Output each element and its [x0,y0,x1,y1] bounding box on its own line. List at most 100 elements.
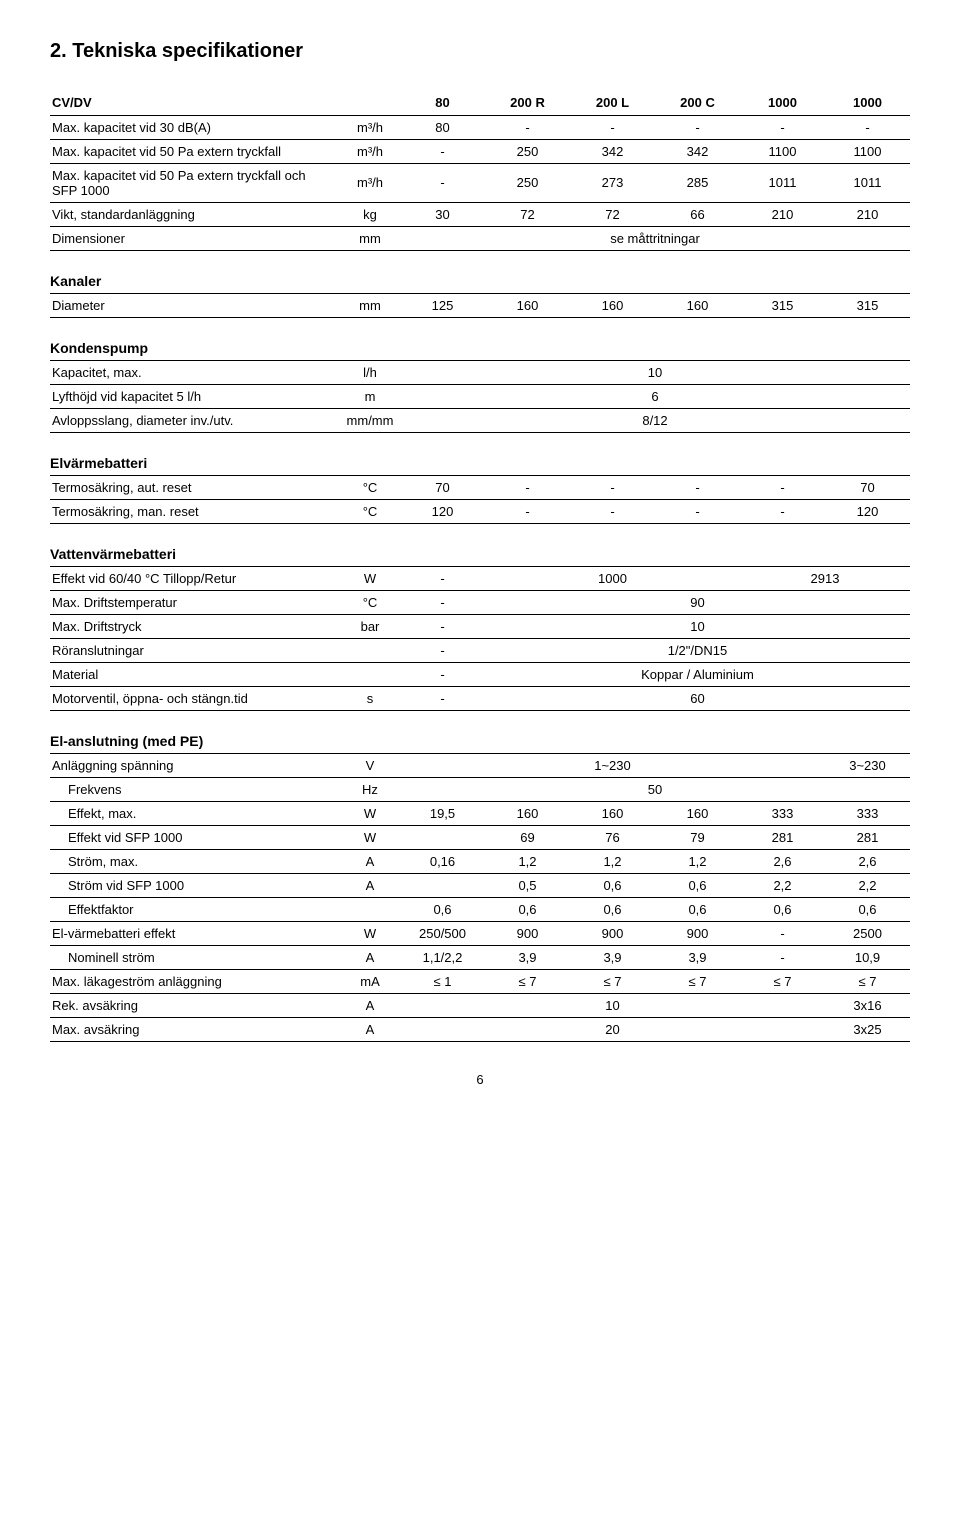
table-row: Max. avsäkringA203x25 [50,1017,910,1041]
table-row: Lyfthöjd vid kapacitet 5 l/hm6 [50,384,910,408]
row-value: 90 [485,590,910,614]
table-row: Ström, max.A0,161,21,21,22,62,6 [50,849,910,873]
row-unit [340,638,400,662]
section-elvarme: Elvärmebatteri [50,455,910,471]
table-row: Effektfaktor0,60,60,60,60,60,6 [50,897,910,921]
row-value: 0,16 [400,849,485,873]
table-row: Dimensionermmse måttritningar [50,226,910,250]
row-value: 2913 [740,566,910,590]
row-value: - [740,115,825,139]
row-value: - [740,475,825,499]
row-value: 0,6 [485,897,570,921]
row-value: 315 [740,293,825,317]
page-title: 2. Tekniska specifikationer [50,40,910,63]
row-label: Effektfaktor [50,897,340,921]
row-value: 10,9 [825,945,910,969]
row-value: 342 [570,139,655,163]
row-value: 0,5 [485,873,570,897]
row-value: 19,5 [400,801,485,825]
row-value: 1~230 [400,753,825,777]
row-value: 1100 [825,139,910,163]
hdr-cvdv: CV/DV [50,91,340,115]
row-label: Ström vid SFP 1000 [50,873,340,897]
row-value: 1/2"/DN15 [485,638,910,662]
row-value: 0,6 [570,873,655,897]
row-unit: mA [340,969,400,993]
row-value: ≤ 7 [825,969,910,993]
row-value: ≤ 7 [570,969,655,993]
row-value: - [740,921,825,945]
row-value: ≤ 7 [485,969,570,993]
row-label: Max. Driftstemperatur [50,590,340,614]
row-value: 1,2 [570,849,655,873]
row-label: Termosäkring, man. reset [50,499,340,523]
section-el: El-anslutning (med PE) [50,733,910,749]
row-label: Avloppsslang, diameter inv./utv. [50,408,340,432]
table-row: Effekt vid 60/40 °C Tillopp/ReturW-10002… [50,566,910,590]
row-value: 900 [570,921,655,945]
row-value: - [485,115,570,139]
row-value: 1,2 [485,849,570,873]
row-unit: mm [340,226,400,250]
row-label: Max. Driftstryck [50,614,340,638]
row-value: 273 [570,163,655,202]
page-number: 6 [50,1072,910,1087]
table-row: Anläggning spänningV1~2303~230 [50,753,910,777]
el-table: Anläggning spänningV1~2303~230FrekvensHz… [50,753,910,1042]
table-row: Max. kapacitet vid 30 dB(A)m³/h80----- [50,115,910,139]
row-value: - [655,475,740,499]
row-value: 210 [740,202,825,226]
row-value: 0,6 [570,897,655,921]
row-unit: l/h [340,360,400,384]
row-label: Diameter [50,293,340,317]
row-label: Röranslutningar [50,638,340,662]
row-unit: A [340,873,400,897]
hdr-unit [340,91,400,115]
row-value: - [740,499,825,523]
table-row: El-värmebatteri effektW250/500900900900-… [50,921,910,945]
row-value: 80 [400,115,485,139]
row-value: - [825,115,910,139]
row-label: Max. kapacitet vid 30 dB(A) [50,115,340,139]
row-value: 79 [655,825,740,849]
row-value: 120 [400,499,485,523]
row-value: Koppar / Aluminium [485,662,910,686]
table-row: Termosäkring, man. reset°C120----120 [50,499,910,523]
section-vatten: Vattenvärmebatteri [50,546,910,562]
row-label: Effekt vid SFP 1000 [50,825,340,849]
row-value: 315 [825,293,910,317]
row-value: - [655,115,740,139]
row-value: 30 [400,202,485,226]
row-value: 210 [825,202,910,226]
table-row: Ström vid SFP 1000A0,50,60,62,22,2 [50,873,910,897]
row-value: 2,6 [825,849,910,873]
table-row: FrekvensHz50 [50,777,910,801]
row-label: Frekvens [50,777,340,801]
row-value: 3x25 [825,1017,910,1041]
row-value: 160 [570,293,655,317]
row-value: 900 [655,921,740,945]
row-value: 2500 [825,921,910,945]
table-row: Röranslutningar-1/2"/DN15 [50,638,910,662]
table-row: Effekt, max.W19,5160160160333333 [50,801,910,825]
row-value: 160 [655,293,740,317]
row-value: 3,9 [485,945,570,969]
row-unit: °C [340,499,400,523]
hdr-c4: 1000 [740,91,825,115]
row-value: ≤ 1 [400,969,485,993]
row-value: 70 [825,475,910,499]
row-label: Rek. avsäkring [50,993,340,1017]
row-value: 0,6 [740,897,825,921]
row-value: 160 [570,801,655,825]
row-label: Nominell ström [50,945,340,969]
row-value: 0,6 [655,897,740,921]
row-value: 125 [400,293,485,317]
row-label: Lyfthöjd vid kapacitet 5 l/h [50,384,340,408]
hdr-c5: 1000 [825,91,910,115]
row-value: 60 [485,686,910,710]
table-row: Max. kapacitet vid 50 Pa extern tryckfal… [50,163,910,202]
row-unit: m [340,384,400,408]
row-value: 250 [485,139,570,163]
row-value: - [400,139,485,163]
table-header-row: CV/DV 80 200 R 200 L 200 C 1000 1000 [50,91,910,115]
